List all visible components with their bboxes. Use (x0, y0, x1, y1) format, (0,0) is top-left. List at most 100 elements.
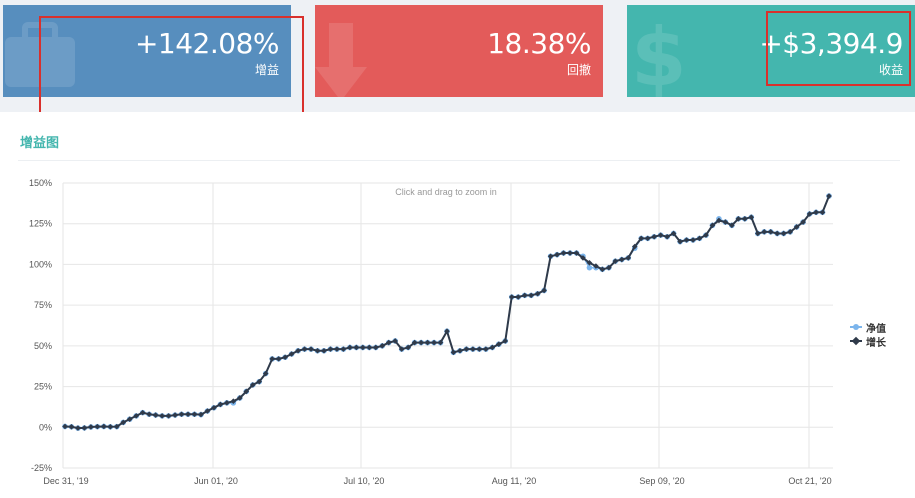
growth-point (599, 266, 606, 273)
legend-item-nav[interactable]: 净值 (850, 320, 886, 335)
growth-point (237, 395, 243, 401)
nav-point (586, 264, 593, 271)
growth-point (347, 344, 353, 351)
growth-point (81, 425, 88, 431)
growth-point (612, 258, 619, 264)
legend-item-growth[interactable]: 增长 (850, 334, 886, 349)
growth-point (631, 243, 638, 250)
growth-point (334, 346, 340, 352)
growth-point (295, 347, 301, 354)
drawdown-value: 18.38% (487, 27, 591, 60)
growth-point (573, 250, 580, 256)
series-line-0 (64, 195, 830, 429)
growth-point (644, 235, 651, 242)
growth-point (729, 222, 735, 229)
growth-point (321, 347, 327, 354)
growth-point (178, 411, 185, 418)
growth-point (483, 346, 489, 352)
growth-point (826, 193, 832, 199)
growth-point (88, 424, 94, 430)
dollar-icon: $ (631, 13, 687, 97)
growth-point (288, 351, 295, 357)
gain-chart[interactable]: 150% 125% 100% 75% 50% 25% 0% -25% Dec 31, '19 Ju… (0, 112, 915, 498)
growth-point (411, 339, 418, 346)
legend-swatch (850, 324, 862, 330)
growth-point (567, 250, 573, 256)
growth-point (521, 292, 528, 299)
growth-point (664, 233, 670, 240)
growth-point (385, 339, 392, 346)
growth-point (366, 344, 373, 351)
growth-point (243, 388, 250, 395)
growth-point (696, 235, 703, 242)
x-tick-label: Oct 21, '20 (788, 476, 831, 486)
y-tick-label: 75% (34, 300, 52, 310)
growth-point (198, 411, 204, 418)
growth-point (217, 401, 224, 408)
growth-point (224, 400, 230, 406)
growth-point (670, 230, 677, 237)
profit-value: +$3,394.9 (759, 27, 903, 60)
growth-point (353, 344, 360, 351)
growth-point (133, 413, 140, 419)
growth-point (508, 294, 515, 300)
y-tick-label: 100% (29, 259, 52, 269)
series-line-1 (64, 195, 830, 430)
growth-point (379, 343, 386, 349)
growth-point (94, 423, 101, 430)
growth-point (249, 382, 256, 388)
growth-point (230, 398, 237, 405)
growth-point (211, 404, 217, 411)
growth-point (625, 255, 632, 261)
growth-point (392, 338, 399, 344)
divider (18, 160, 900, 161)
growth-point (703, 232, 709, 238)
growth-point (450, 349, 457, 356)
growth-point (463, 346, 470, 352)
growth-point (515, 294, 522, 300)
growth-point (146, 411, 152, 418)
gain-label: 增益 (254, 63, 279, 77)
zoom-hint: Click and drag to zoom in (395, 187, 497, 197)
growth-point (139, 409, 146, 416)
growth-point (126, 416, 133, 422)
drawdown-label: 回撤 (566, 63, 591, 77)
growth-point (767, 229, 774, 235)
stats-row: +142.08% 增益 18.38% 回撤 $ +$3,394.9 收益 (0, 0, 915, 104)
growth-point (793, 224, 800, 230)
profit-card: $ +$3,394.9 收益 (627, 5, 915, 97)
growth-point (638, 235, 645, 242)
growth-point (204, 408, 211, 414)
growth-point (787, 229, 793, 235)
chart-legend[interactable]: 净值 增长 (850, 320, 886, 349)
growth-point (75, 425, 81, 431)
growth-point (269, 356, 275, 362)
growth-point (262, 370, 269, 377)
x-tick-label: Jun 01, '20 (194, 476, 238, 486)
gain-card: +142.08% 增益 (3, 5, 291, 97)
growth-point (470, 346, 476, 352)
growth-point (424, 339, 431, 346)
growth-point (165, 413, 172, 419)
y-tick-label: 0% (39, 422, 52, 432)
y-tick-label: 150% (29, 178, 52, 188)
growth-point (547, 253, 554, 260)
growth-point (619, 256, 625, 263)
growth-point (68, 423, 75, 430)
growth-point (457, 347, 463, 354)
growth-point (677, 238, 683, 245)
growth-point (606, 264, 612, 271)
growth-point (774, 230, 781, 237)
growth-point (308, 346, 314, 352)
growth-point (586, 260, 593, 266)
growth-point (683, 237, 690, 243)
panel-title: 增益图 (20, 135, 60, 150)
x-tick-label: Dec 31, '19 (43, 476, 88, 486)
growth-point (709, 222, 716, 229)
gain-value: +142.08% (134, 27, 280, 60)
growth-point (256, 378, 263, 385)
growth-point (360, 344, 366, 351)
growth-point (761, 229, 768, 235)
drawdown-card: 18.38% 回撤 (315, 5, 603, 97)
growth-point (754, 230, 761, 237)
